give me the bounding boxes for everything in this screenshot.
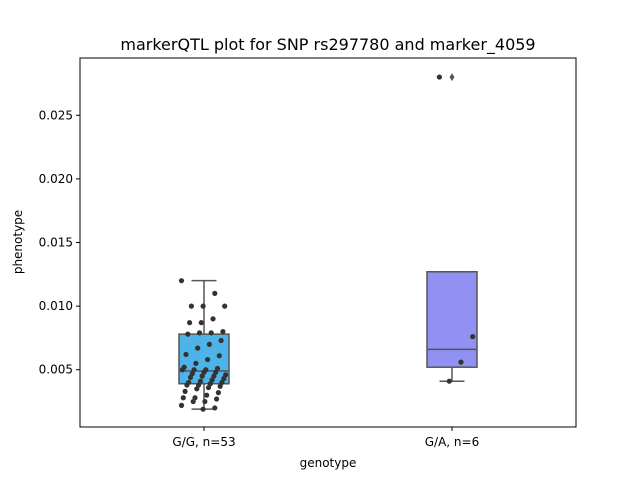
data-point: [222, 303, 228, 309]
data-point: [178, 278, 185, 284]
y-tick-label: 0.010: [39, 299, 73, 313]
y-tick-label: 0.015: [39, 236, 73, 250]
data-point: [202, 398, 208, 405]
data-point: [217, 383, 223, 389]
data-point: [196, 330, 203, 336]
data-point: [218, 337, 224, 344]
data-point: [206, 341, 212, 347]
data-point: [182, 388, 188, 394]
data-point: [436, 74, 442, 80]
boxes-layer: [178, 73, 478, 410]
x-tick-label: G/A, n=6: [425, 435, 479, 449]
x-axis: G/G, n=53 G/A, n=6: [172, 427, 479, 449]
y-axis: 0.005 0.010 0.015 0.020 0.025: [39, 108, 80, 377]
data-point: [200, 406, 206, 412]
data-point: [187, 320, 193, 326]
data-point: [198, 320, 204, 326]
data-point: [183, 351, 189, 358]
data-point: [446, 378, 452, 384]
data-point: [470, 334, 476, 340]
data-point: [195, 345, 201, 351]
data-point: [210, 316, 216, 322]
data-point: [194, 386, 200, 392]
data-point: [190, 398, 196, 405]
data-point: [458, 359, 464, 365]
data-point: [180, 395, 186, 401]
data-point: [205, 356, 211, 363]
data-point: [193, 360, 199, 366]
plot-area: [80, 58, 576, 427]
data-point: [184, 382, 190, 388]
y-axis-label: phenotype: [11, 210, 25, 274]
data-point: [208, 330, 214, 336]
data-point: [188, 303, 194, 309]
data-point: [212, 405, 218, 411]
chart-title: markerQTL plot for SNP rs297780 and mark…: [120, 35, 535, 55]
y-tick-label: 0.025: [39, 108, 73, 122]
x-axis-label: genotype: [300, 456, 357, 470]
data-point: [215, 390, 221, 396]
points-layer: [178, 74, 476, 412]
data-point: [214, 396, 220, 402]
y-tick-label: 0.020: [39, 172, 73, 186]
x-tick-label: G/G, n=53: [172, 435, 235, 449]
box-iqr: [426, 271, 478, 368]
data-point: [185, 331, 191, 337]
data-point: [178, 402, 185, 408]
data-point: [216, 353, 222, 359]
outlier-marker: [449, 73, 455, 82]
data-point: [199, 373, 205, 379]
data-point: [220, 328, 226, 335]
data-point: [200, 303, 206, 309]
data-point: [179, 367, 185, 373]
data-point: [204, 392, 210, 398]
data-point: [212, 290, 218, 296]
box-group: [426, 73, 478, 382]
data-point: [205, 384, 212, 391]
y-tick-label: 0.005: [39, 363, 73, 377]
data-point: [187, 374, 194, 380]
